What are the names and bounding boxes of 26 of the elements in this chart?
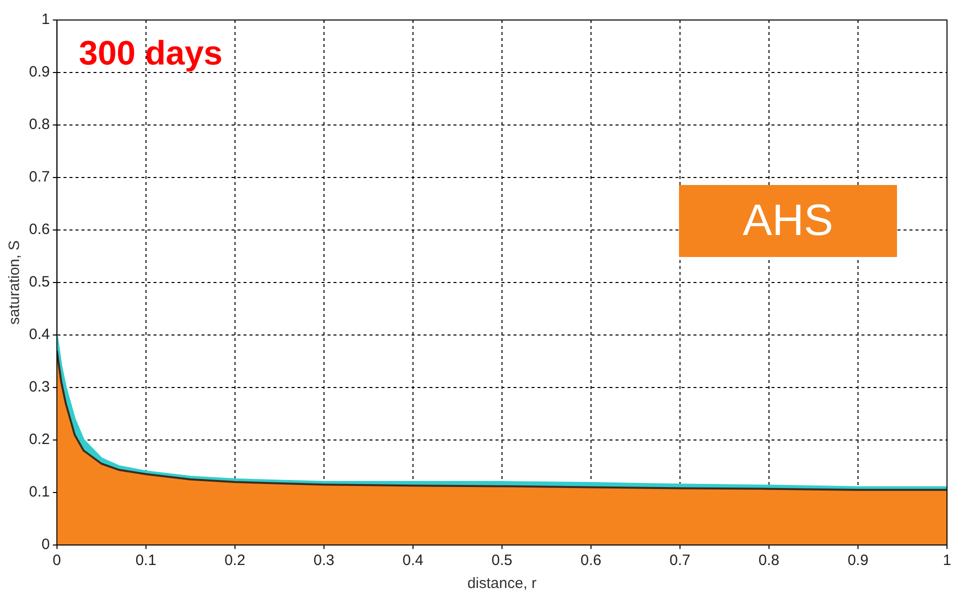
y-tick-label: 0 (42, 536, 50, 554)
y-tick-label: 0.3 (28, 378, 50, 396)
y-tick-label: 0.4 (28, 326, 50, 344)
x-tick-label: 0.8 (758, 552, 780, 570)
x-tick-label: 0.7 (670, 552, 690, 570)
y-tick-label: 1 (42, 11, 50, 28)
x-tick-label: 0.5 (491, 552, 512, 570)
x-tick-label: 0.9 (848, 552, 868, 570)
x-axis-title: distance, r (467, 575, 537, 592)
x-tick-label: 0.3 (313, 552, 334, 570)
y-tick-label: 0.7 (28, 168, 50, 186)
y-axis-title: saturation, S (6, 240, 24, 325)
x-tick-label: 0.4 (402, 552, 424, 570)
annotation: 300 days (78, 34, 223, 72)
y-tick-label: 0.2 (28, 431, 50, 448)
x-tick-label: 0.6 (580, 552, 602, 570)
x-tick-label: 0.2 (224, 552, 246, 570)
x-tick-label: 1 (942, 552, 952, 570)
y-tick-label: 0.1 (28, 484, 50, 501)
x-tick-label: 0 (52, 552, 62, 570)
y-tick-label: 0.6 (28, 221, 50, 238)
y-tick-label: 0.9 (28, 64, 50, 81)
x-tick-label: 0.1 (135, 552, 156, 570)
y-tick-label: 0.8 (28, 116, 50, 134)
y-tick-label: 0.5 (28, 274, 50, 291)
text: AHS (742, 196, 834, 246)
